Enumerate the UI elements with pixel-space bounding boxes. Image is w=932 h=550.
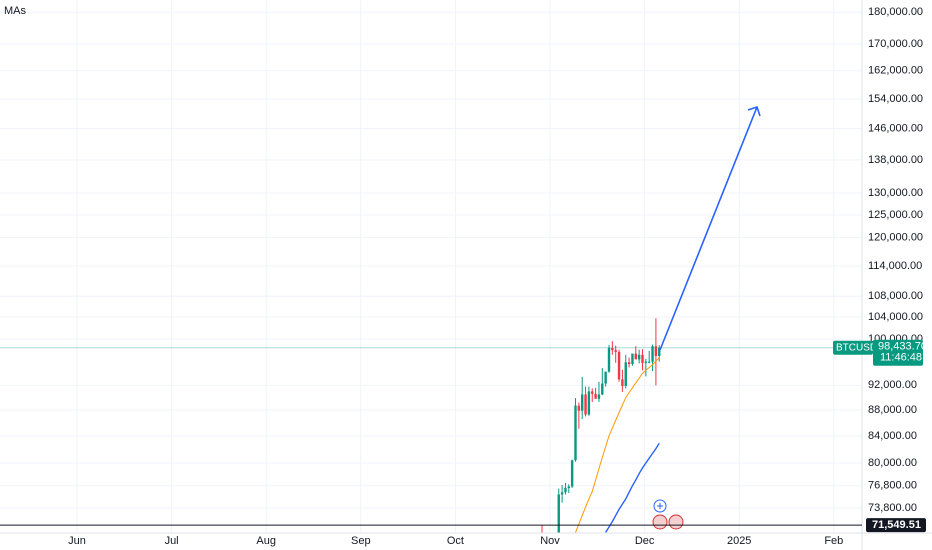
candle-body — [611, 347, 614, 351]
candle-body — [564, 487, 567, 493]
candle-body — [560, 492, 564, 495]
candle-body — [627, 362, 631, 365]
candle-body — [577, 405, 581, 411]
moving-average — [575, 357, 660, 533]
candle-body — [581, 394, 584, 411]
y-tick-label: 138,000.00 — [868, 154, 923, 166]
x-tick-label: Feb — [824, 535, 843, 547]
x-tick-label: Jun — [68, 535, 86, 547]
candle-body — [597, 394, 601, 399]
x-tick-label: Nov — [540, 535, 560, 547]
candle-body — [617, 351, 621, 380]
candle-body — [557, 494, 560, 533]
plot-area — [541, 318, 661, 533]
event-flag[interactable] — [668, 514, 684, 530]
x-tick-label: 2025 — [727, 535, 751, 547]
candle-body — [641, 354, 644, 363]
candle-body — [584, 394, 587, 415]
y-tick-label: 76,800.00 — [868, 480, 917, 492]
y-tick-label: 80,000.00 — [868, 457, 917, 469]
hline-tag — [866, 518, 926, 533]
candle-body — [654, 346, 658, 356]
x-tick-label: Oct — [447, 535, 464, 547]
candle-body — [634, 353, 637, 360]
last-price-label: 98,433.70 — [878, 341, 927, 353]
candle-body — [631, 353, 634, 365]
y-tick-label: 120,000.00 — [868, 232, 923, 244]
y-tick-label: 130,000.00 — [868, 187, 923, 199]
candle-body — [574, 405, 577, 461]
y-tick-label: 104,000.00 — [868, 311, 923, 323]
indicator-label: MAs — [4, 5, 27, 17]
candle-body — [607, 347, 611, 372]
candle-body — [644, 361, 648, 363]
price-tag — [873, 339, 923, 366]
y-tick-label: 162,000.00 — [868, 65, 923, 77]
y-tick-label: 146,000.00 — [868, 123, 923, 135]
candle-body — [614, 350, 617, 352]
grid — [0, 0, 862, 533]
y-tick-label: 73,800.00 — [868, 502, 917, 514]
y-tick-label: 154,000.00 — [868, 93, 923, 105]
candle-body — [637, 354, 641, 360]
candle-body — [591, 391, 594, 394]
candle-body — [648, 361, 651, 363]
symbol-label: BTCUSD — [836, 342, 877, 353]
symbol-tag — [833, 340, 873, 355]
candle-body — [570, 460, 574, 487]
arrow-drawing[interactable] — [659, 105, 761, 351]
candle-body — [567, 486, 570, 488]
y-tick-label: 88,000.00 — [868, 404, 917, 416]
candle-body — [621, 379, 624, 386]
candle-body — [651, 346, 654, 362]
candle-body — [594, 393, 597, 399]
y-tick-label: 84,000.00 — [868, 430, 917, 442]
y-tick-label: 180,000.00 — [868, 6, 923, 18]
x-tick-label: Jul — [165, 535, 179, 547]
hline-label: 71,549.51 — [872, 519, 921, 531]
x-tick-label: Sep — [351, 535, 371, 547]
candle-body — [601, 383, 604, 395]
y-tick-label: 108,000.00 — [868, 290, 923, 302]
y-tick-label: 92,000.00 — [868, 379, 917, 391]
y-tick-label: 170,000.00 — [868, 38, 923, 50]
candle-body — [658, 347, 661, 356]
countdown-label: 11:46:48 — [880, 352, 922, 364]
candle-body — [604, 371, 607, 384]
event-flag[interactable] — [652, 514, 668, 530]
event-icon — [657, 503, 663, 509]
moving-average — [605, 442, 660, 533]
candle-body — [624, 362, 627, 386]
candle-body — [587, 391, 591, 415]
x-tick-label: Aug — [256, 535, 276, 547]
x-tick-label: Dec — [635, 535, 655, 547]
y-tick-label: 114,000.00 — [868, 260, 922, 272]
y-tick-label: 125,000.00 — [868, 209, 923, 221]
